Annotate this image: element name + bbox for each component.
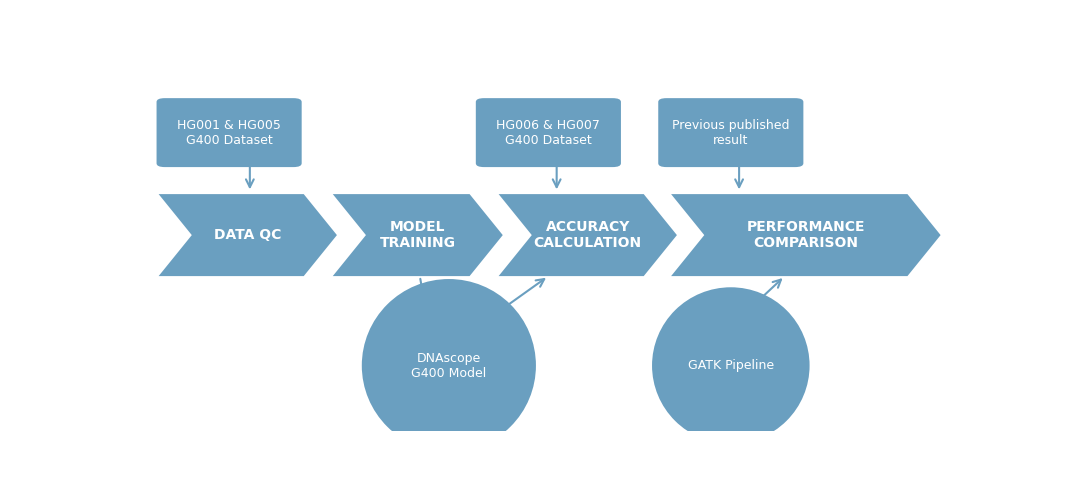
FancyBboxPatch shape: [156, 98, 302, 167]
FancyBboxPatch shape: [476, 98, 621, 167]
Text: HG001 & HG005
G400 Dataset: HG001 & HG005 G400 Dataset: [178, 119, 281, 147]
Text: ACCURACY
CALCULATION: ACCURACY CALCULATION: [534, 220, 642, 250]
Ellipse shape: [652, 287, 810, 444]
Polygon shape: [158, 194, 337, 276]
Text: GATK Pipeline: GATK Pipeline: [688, 359, 774, 372]
Ellipse shape: [362, 279, 536, 452]
Text: DATA QC: DATA QC: [214, 228, 281, 242]
Text: Previous published
result: Previous published result: [672, 119, 790, 147]
Text: HG006 & HG007
G400 Dataset: HG006 & HG007 G400 Dataset: [496, 119, 600, 147]
Polygon shape: [333, 194, 503, 276]
Text: PERFORMANCE
COMPARISON: PERFORMANCE COMPARISON: [747, 220, 866, 250]
Text: MODEL
TRAINING: MODEL TRAINING: [380, 220, 456, 250]
Text: DNAscope
G400 Model: DNAscope G400 Model: [411, 351, 487, 379]
Polygon shape: [499, 194, 677, 276]
FancyBboxPatch shape: [658, 98, 804, 167]
Polygon shape: [671, 194, 941, 276]
